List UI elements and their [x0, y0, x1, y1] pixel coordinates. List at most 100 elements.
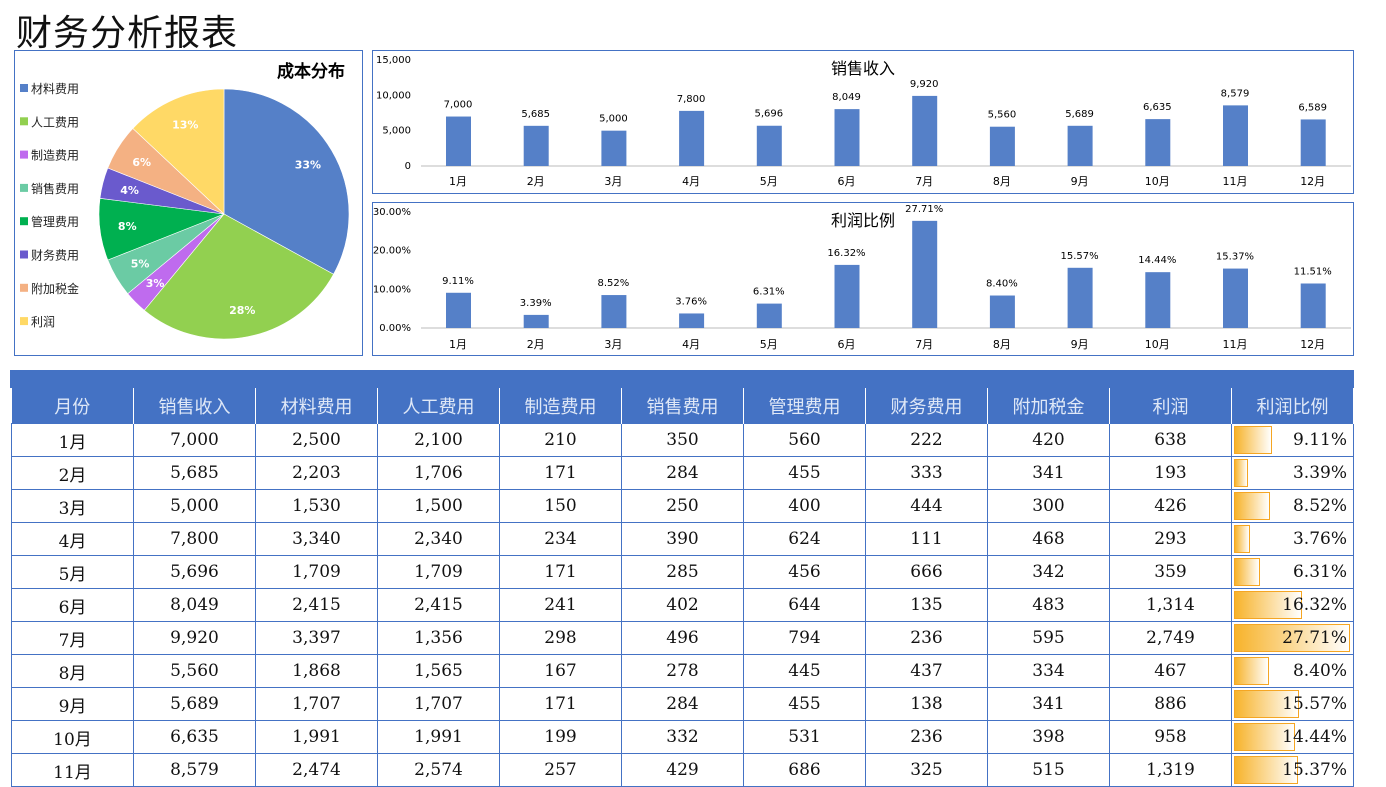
table-cell[interactable]: 1,991: [377, 720, 500, 754]
table-cell[interactable]: 666: [865, 555, 988, 589]
table-cell[interactable]: 138: [865, 687, 988, 721]
table-cell[interactable]: 325: [865, 753, 988, 787]
column-header[interactable]: 材料费用: [255, 388, 378, 424]
table-cell[interactable]: 1,706: [377, 456, 500, 490]
table-cell[interactable]: 293: [1109, 522, 1232, 556]
profit-ratio-cell[interactable]: 27.71%: [1231, 621, 1354, 655]
profit-ratio-cell[interactable]: 15.57%: [1231, 687, 1354, 721]
table-cell[interactable]: 644: [743, 588, 866, 622]
table-cell[interactable]: 300: [987, 489, 1110, 523]
table-cell[interactable]: 5,000: [133, 489, 256, 523]
table-cell[interactable]: 420: [987, 423, 1110, 457]
table-cell[interactable]: 1,709: [255, 555, 378, 589]
table-cell[interactable]: 298: [499, 621, 622, 655]
table-cell[interactable]: 1,991: [255, 720, 378, 754]
table-cell[interactable]: 2,100: [377, 423, 500, 457]
table-cell[interactable]: 8,049: [133, 588, 256, 622]
table-cell[interactable]: 3月: [11, 489, 134, 523]
table-cell[interactable]: 278: [621, 654, 744, 688]
profit-ratio-cell[interactable]: 9.11%: [1231, 423, 1354, 457]
table-cell[interactable]: 3,340: [255, 522, 378, 556]
table-cell[interactable]: 455: [743, 687, 866, 721]
profit-ratio-cell[interactable]: 3.76%: [1231, 522, 1354, 556]
table-cell[interactable]: 1,356: [377, 621, 500, 655]
table-cell[interactable]: 1,709: [377, 555, 500, 589]
table-cell[interactable]: 1,565: [377, 654, 500, 688]
column-header[interactable]: 财务费用: [865, 388, 988, 424]
table-cell[interactable]: 334: [987, 654, 1110, 688]
table-cell[interactable]: 5,696: [133, 555, 256, 589]
table-cell[interactable]: 2,340: [377, 522, 500, 556]
table-cell[interactable]: 2,415: [377, 588, 500, 622]
column-header[interactable]: 人工费用: [377, 388, 500, 424]
table-cell[interactable]: 7,800: [133, 522, 256, 556]
table-cell[interactable]: 9,920: [133, 621, 256, 655]
table-cell[interactable]: 2,203: [255, 456, 378, 490]
table-cell[interactable]: 958: [1109, 720, 1232, 754]
table-cell[interactable]: 2,474: [255, 753, 378, 787]
table-cell[interactable]: 3,397: [255, 621, 378, 655]
table-cell[interactable]: 285: [621, 555, 744, 589]
table-cell[interactable]: 8,579: [133, 753, 256, 787]
table-cell[interactable]: 171: [499, 687, 622, 721]
column-header[interactable]: 销售费用: [621, 388, 744, 424]
table-cell[interactable]: 333: [865, 456, 988, 490]
table-cell[interactable]: 11月: [11, 753, 134, 787]
profit-ratio-cell[interactable]: 14.44%: [1231, 720, 1354, 754]
table-cell[interactable]: 241: [499, 588, 622, 622]
table-cell[interactable]: 193: [1109, 456, 1232, 490]
table-cell[interactable]: 257: [499, 753, 622, 787]
table-cell[interactable]: 398: [987, 720, 1110, 754]
table-cell[interactable]: 1,530: [255, 489, 378, 523]
table-cell[interactable]: 2月: [11, 456, 134, 490]
sales-revenue-bar-chart[interactable]: 销售收入 0 5,000 10,000 15,000 7,000 1月 5,685 2月 5,00…: [372, 50, 1354, 194]
table-cell[interactable]: 350: [621, 423, 744, 457]
table-cell[interactable]: 467: [1109, 654, 1232, 688]
table-cell[interactable]: 210: [499, 423, 622, 457]
table-cell[interactable]: 794: [743, 621, 866, 655]
table-cell[interactable]: 236: [865, 621, 988, 655]
table-cell[interactable]: 638: [1109, 423, 1232, 457]
table-cell[interactable]: 6月: [11, 588, 134, 622]
table-cell[interactable]: 456: [743, 555, 866, 589]
table-cell[interactable]: 437: [865, 654, 988, 688]
table-cell[interactable]: 483: [987, 588, 1110, 622]
table-cell[interactable]: 560: [743, 423, 866, 457]
table-cell[interactable]: 284: [621, 456, 744, 490]
table-cell[interactable]: 222: [865, 423, 988, 457]
table-cell[interactable]: 5,689: [133, 687, 256, 721]
profit-ratio-cell[interactable]: 3.39%: [1231, 456, 1354, 490]
table-cell[interactable]: 2,500: [255, 423, 378, 457]
column-header[interactable]: 制造费用: [499, 388, 622, 424]
table-cell[interactable]: 8月: [11, 654, 134, 688]
table-cell[interactable]: 445: [743, 654, 866, 688]
column-header[interactable]: 附加税金: [987, 388, 1110, 424]
table-cell[interactable]: 171: [499, 555, 622, 589]
table-cell[interactable]: 111: [865, 522, 988, 556]
table-cell[interactable]: 332: [621, 720, 744, 754]
table-cell[interactable]: 1,868: [255, 654, 378, 688]
table-cell[interactable]: 624: [743, 522, 866, 556]
column-header[interactable]: 管理费用: [743, 388, 866, 424]
table-cell[interactable]: 171: [499, 456, 622, 490]
table-cell[interactable]: 1,707: [377, 687, 500, 721]
table-cell[interactable]: 5,560: [133, 654, 256, 688]
profit-ratio-cell[interactable]: 16.32%: [1231, 588, 1354, 622]
profit-ratio-bar-chart[interactable]: 利润比例 0.00% 10.00% 20.00% 30.00% 9.11% 1月 3.39% 2…: [372, 202, 1354, 356]
column-header[interactable]: 销售收入: [133, 388, 256, 424]
table-cell[interactable]: 341: [987, 687, 1110, 721]
table-cell[interactable]: 342: [987, 555, 1110, 589]
table-cell[interactable]: 400: [743, 489, 866, 523]
table-cell[interactable]: 9月: [11, 687, 134, 721]
table-cell[interactable]: 455: [743, 456, 866, 490]
table-cell[interactable]: 390: [621, 522, 744, 556]
table-cell[interactable]: 1,319: [1109, 753, 1232, 787]
table-cell[interactable]: 284: [621, 687, 744, 721]
table-cell[interactable]: 7月: [11, 621, 134, 655]
table-cell[interactable]: 402: [621, 588, 744, 622]
cost-distribution-pie-chart[interactable]: 成本分布 材料费用 33% 人工费用 28% 制造费用 3% 销售费用 5% 管理费用 8% 财务费用…: [14, 50, 363, 356]
profit-ratio-cell[interactable]: 6.31%: [1231, 555, 1354, 589]
table-cell[interactable]: 199: [499, 720, 622, 754]
table-cell[interactable]: 150: [499, 489, 622, 523]
table-cell[interactable]: 1,314: [1109, 588, 1232, 622]
